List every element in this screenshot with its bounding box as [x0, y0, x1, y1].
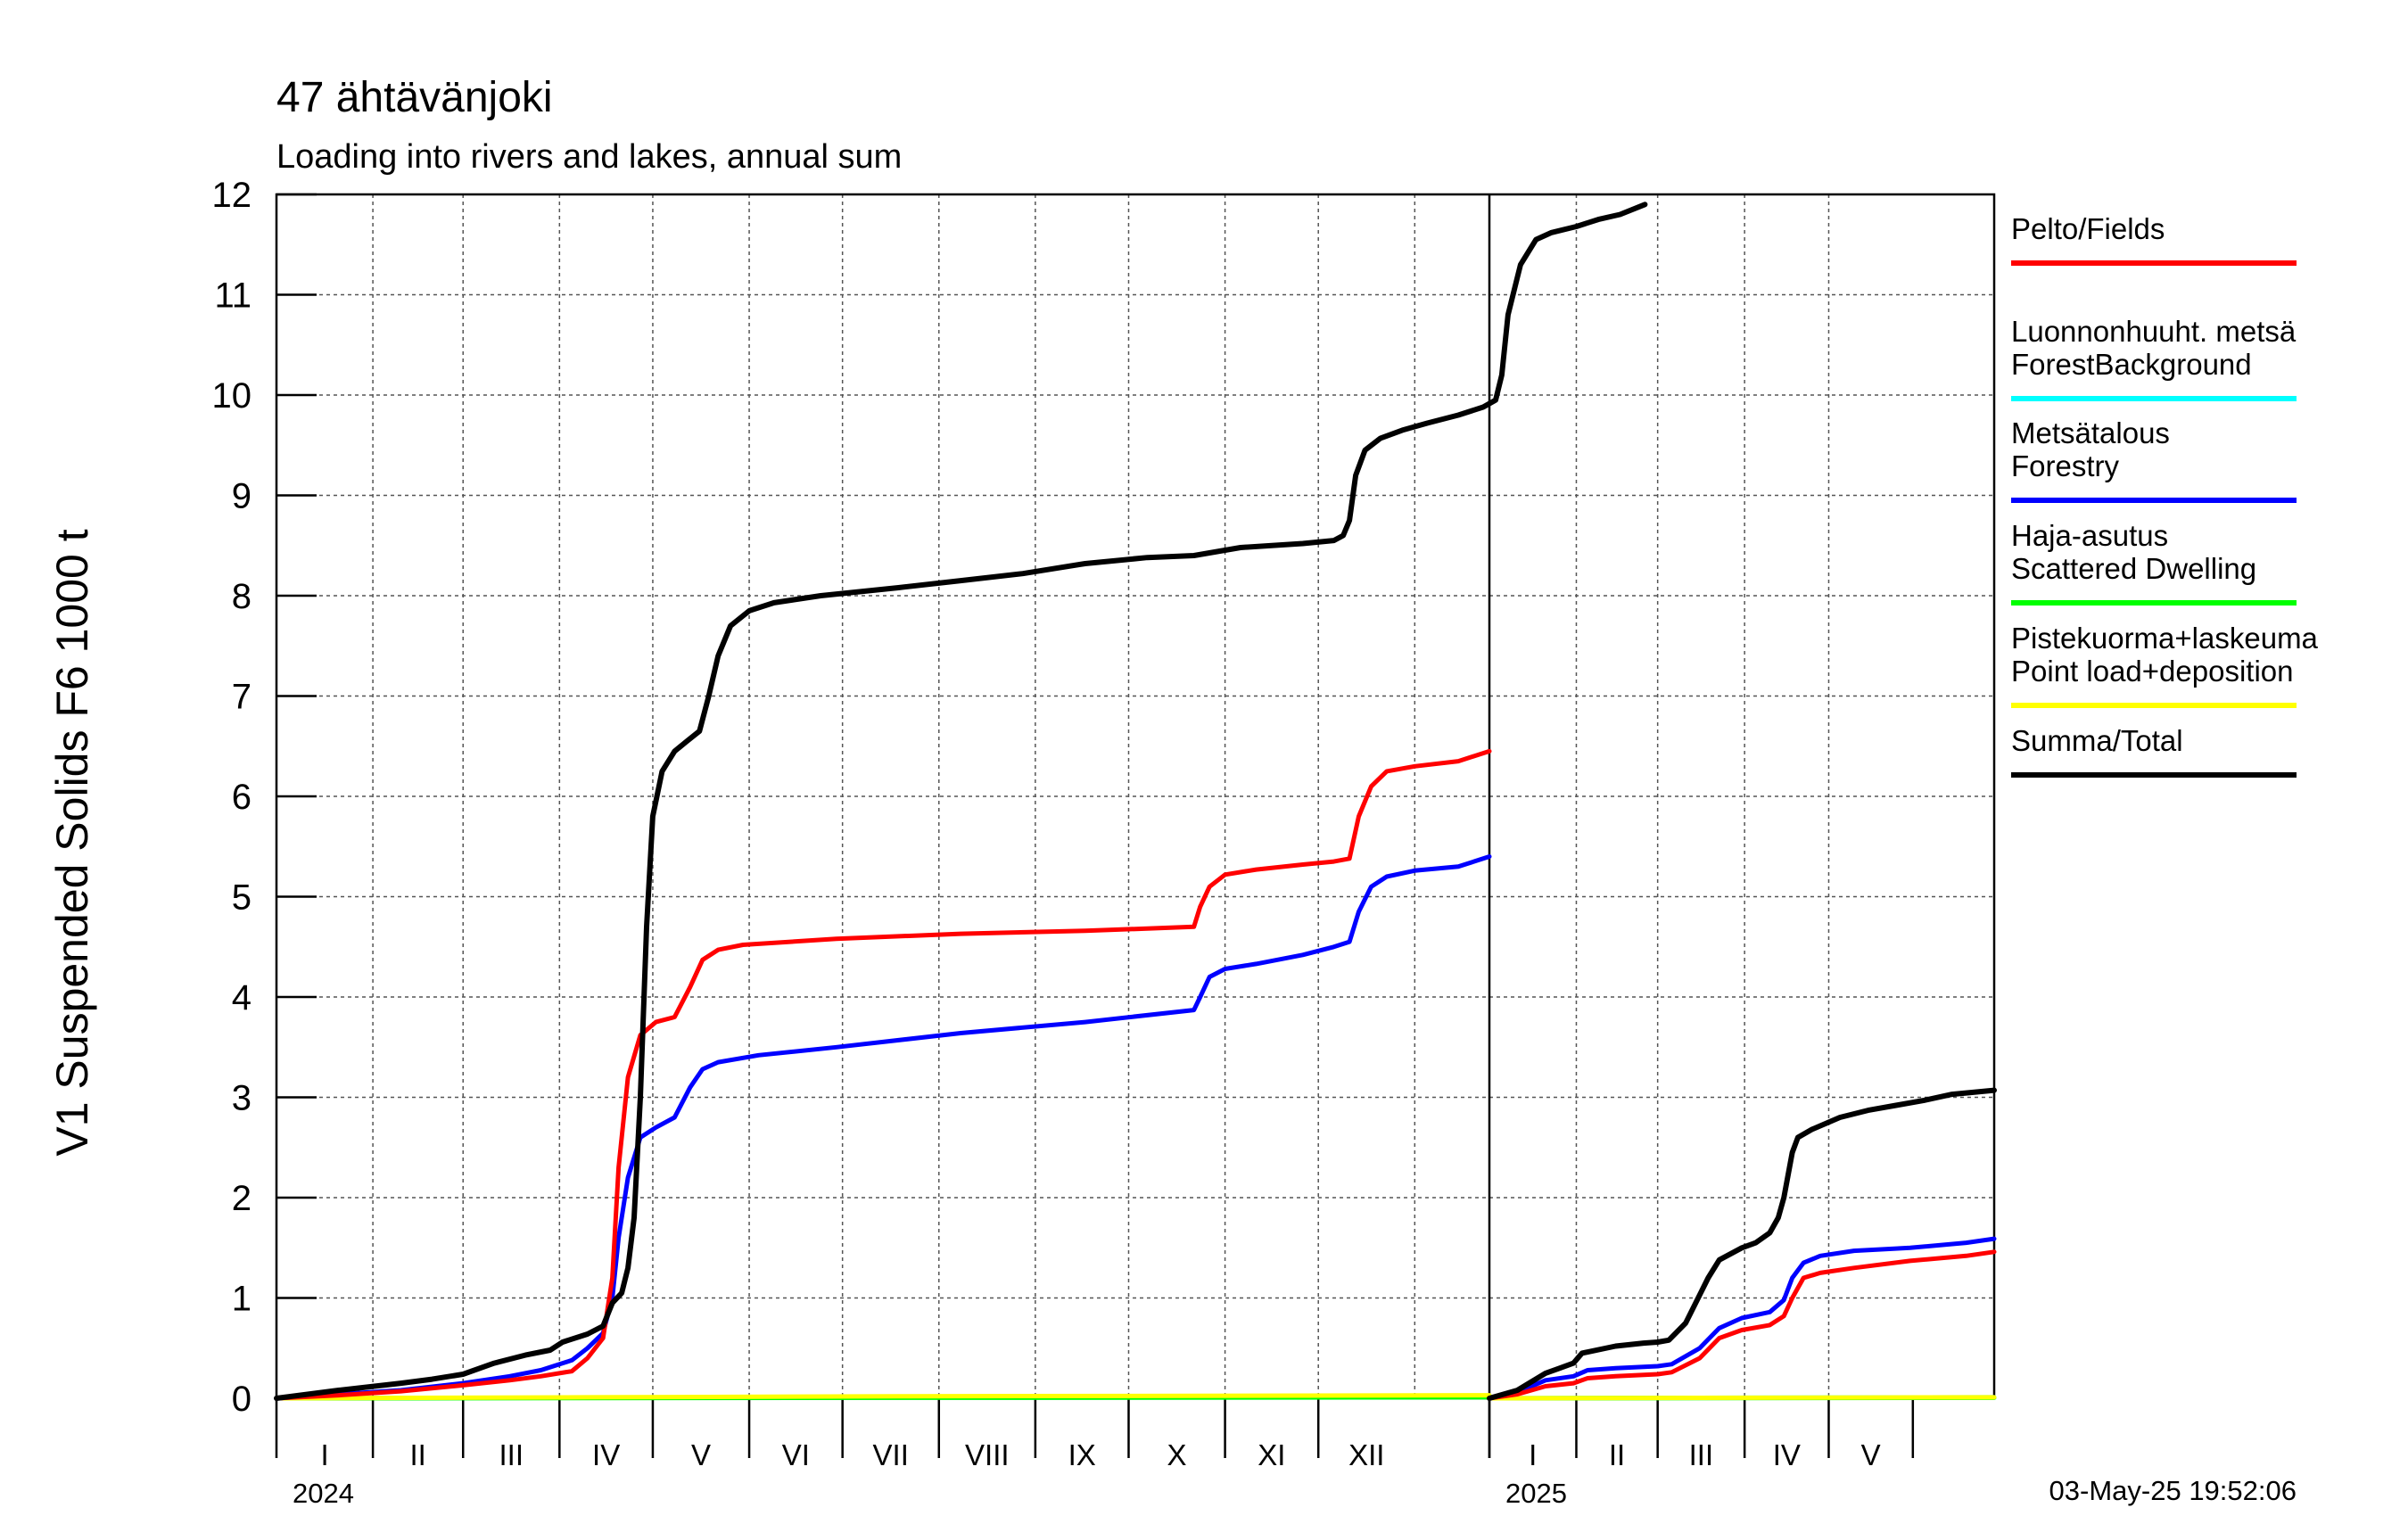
series-line-2-year_2025	[1487, 1236, 1997, 1401]
y-tick-label: 5	[232, 878, 252, 918]
y-tick-label: 7	[232, 678, 252, 717]
x-tick-label: V	[691, 1438, 711, 1471]
legend-label: Pelto/Fields	[2011, 212, 2165, 245]
series-line-4-year_2024	[274, 1393, 1492, 1401]
y-tick-label: 8	[232, 577, 252, 616]
x-tick-label: IV	[1773, 1438, 1801, 1471]
x-tick-label: III	[499, 1438, 524, 1471]
y-tick-label: 9	[232, 477, 252, 516]
y-tick-label: 10	[212, 376, 252, 416]
timestamp: 03-May-25 19:52:06	[2049, 1475, 2297, 1506]
series-line-0-year_2025	[1487, 1249, 1997, 1401]
legend-label: Haja-asutus Scattered Dwelling	[2011, 519, 2256, 585]
x-tick-label: II	[409, 1438, 425, 1471]
series-line-5-year_2024	[274, 202, 1648, 1401]
x-tick-label: IV	[592, 1438, 620, 1471]
y-tick-label: 1	[232, 1280, 252, 1319]
y-axis-label: V1 Suspended Solids F6 1000 t	[47, 529, 97, 1156]
x-tick-label: I	[320, 1438, 328, 1471]
x-tick-label: XI	[1258, 1438, 1285, 1471]
series-line-5-year_2025	[1487, 1087, 1997, 1401]
y-tick-label: 6	[232, 778, 252, 817]
series-line-2-year_2024	[274, 854, 1492, 1401]
x-tick-label: X	[1167, 1438, 1187, 1471]
x-tick-label: I	[1529, 1438, 1537, 1471]
legend-label: Summa/Total	[2011, 724, 2183, 757]
y-tick-label: 12	[212, 176, 252, 215]
x-tick-label: VII	[873, 1438, 909, 1471]
y-tick-label: 2	[232, 1179, 252, 1218]
legend-label: Pistekuorma+laskeuma Point load+depositio…	[2011, 622, 2319, 688]
series-lines	[274, 202, 1997, 1401]
y-tick-label: 3	[232, 1079, 252, 1118]
x-tick-label: II	[1609, 1438, 1625, 1471]
y-tick-label: 4	[232, 978, 252, 1018]
y-tick-label: 0	[232, 1380, 252, 1419]
series-line-4-year_2025	[1487, 1395, 1997, 1401]
legend-label: Metsätalous Forestry	[2011, 416, 2170, 482]
x-tick-label: XII	[1348, 1438, 1384, 1471]
chart-title: 47 ähtävänjoki	[276, 74, 553, 121]
x-tick-label: V	[1861, 1438, 1881, 1471]
legend: Pelto/Fields Luonnonhuuht. metsä ForestBac…	[2011, 212, 2319, 778]
grid-lines	[276, 194, 1994, 1399]
y-tick-label: 11	[214, 276, 252, 316]
x-tick-label: III	[1689, 1438, 1714, 1471]
x-tick-label: VIII	[965, 1438, 1010, 1471]
legend-label: Luonnonhuuht. metsä ForestBackground	[2011, 315, 2297, 381]
x-tick-label: VI	[782, 1438, 810, 1471]
series-line-0-year_2024	[274, 748, 1492, 1401]
year-label-2024: 2024	[293, 1478, 354, 1509]
chart-subtitle: Loading into rivers and lakes, annual su…	[276, 138, 902, 176]
x-tick-label: IX	[1068, 1438, 1096, 1471]
year-label-2025: 2025	[1505, 1478, 1567, 1509]
